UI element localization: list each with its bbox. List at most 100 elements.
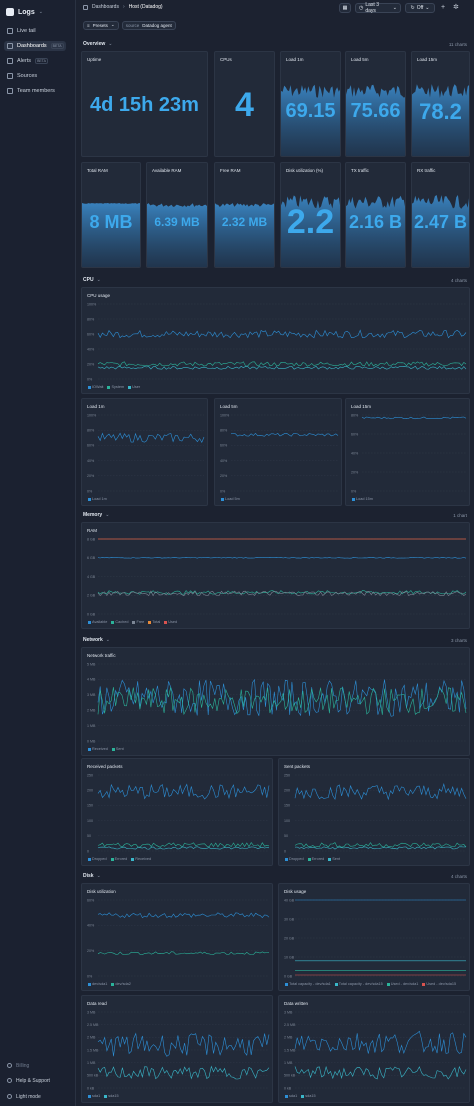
legend-item[interactable]: Dropped bbox=[88, 857, 107, 861]
stat-value: 2.32 MB bbox=[221, 215, 268, 230]
section-memory[interactable]: Memory ⌄ 1 chart bbox=[83, 510, 469, 520]
y-tick-label: 0 bbox=[87, 849, 89, 853]
legend-item[interactable]: User bbox=[128, 385, 140, 389]
time-range-select[interactable]: ◷ Last 3 days ⌄ bbox=[355, 2, 401, 14]
series-line bbox=[97, 687, 467, 716]
legend-item[interactable]: Used bbox=[164, 620, 177, 624]
legend-swatch bbox=[88, 497, 91, 501]
y-tick-label: 500 kB bbox=[87, 1074, 99, 1078]
sidebar-item-sources[interactable]: Sources bbox=[4, 71, 66, 81]
sidebar-item-alerts[interactable]: Alerts BETA bbox=[4, 56, 66, 66]
legend-item[interactable]: Free bbox=[132, 620, 144, 624]
series-line bbox=[97, 846, 270, 850]
stat-panel: Uptime 4d 15h 23m bbox=[81, 51, 208, 157]
section-cpu[interactable]: CPU ⌄ 4 charts bbox=[83, 275, 469, 285]
y-tick-label: 0% bbox=[87, 974, 93, 978]
legend-item[interactable]: Load 1m bbox=[88, 497, 107, 501]
sun-icon bbox=[7, 1094, 12, 1099]
legend-item[interactable]: Load 5m bbox=[221, 497, 240, 501]
series-line bbox=[294, 842, 467, 848]
legend-item[interactable]: Dropped bbox=[285, 857, 304, 861]
light-mode-toggle[interactable]: Light mode bbox=[4, 1092, 41, 1101]
sidebar-item-dashboards[interactable]: Dashboards BETA bbox=[4, 41, 66, 51]
y-tick-label: 0% bbox=[87, 489, 93, 493]
section-disk[interactable]: Disk ⌄ 4 charts bbox=[83, 871, 469, 881]
legend-item[interactable]: Received bbox=[88, 747, 108, 751]
calendar-button[interactable]: ▦ bbox=[339, 3, 351, 13]
y-tick-label: 6 GB bbox=[87, 556, 96, 560]
stat-title: Load 15m bbox=[417, 57, 438, 62]
chart-legend: Load 1m bbox=[88, 497, 107, 501]
line-chart: 100% 80% 60% 40% 20% 0% bbox=[87, 302, 467, 381]
alerts-icon bbox=[7, 58, 13, 64]
legend-swatch bbox=[88, 982, 91, 986]
legend-item[interactable]: Received bbox=[131, 857, 151, 861]
app-switcher[interactable]: Logs ⌄ bbox=[6, 6, 43, 18]
series-line bbox=[97, 912, 270, 919]
legend-label: dev/sda2 bbox=[115, 982, 131, 986]
series-line bbox=[230, 432, 339, 437]
legend-item[interactable]: Load 15m bbox=[352, 497, 373, 501]
stat-title: Uptime bbox=[87, 57, 102, 62]
legend-item[interactable]: Available bbox=[88, 620, 107, 624]
legend-item[interactable]: sda1 bbox=[285, 1094, 297, 1098]
chart-title: Disk usage bbox=[284, 889, 307, 894]
chart-title: Received packets bbox=[87, 764, 123, 769]
legend-item[interactable]: Cached bbox=[111, 620, 128, 624]
legend-label: Sent bbox=[115, 747, 124, 751]
sparkline-area bbox=[147, 203, 207, 267]
sidebar-item-live-tail[interactable]: Live tail bbox=[4, 26, 66, 36]
chart-legend: Load 5m bbox=[221, 497, 240, 501]
legend-label: Total capacity - dev/sda1 bbox=[289, 982, 331, 986]
y-tick-label: 40 GB bbox=[284, 898, 295, 902]
legend-item[interactable]: Errored bbox=[307, 857, 324, 861]
legend-item[interactable]: Used - dev/sda1 bbox=[386, 982, 418, 986]
y-tick-label: 3 MB bbox=[87, 1010, 96, 1014]
sources-icon bbox=[7, 73, 13, 79]
series-line bbox=[294, 1030, 467, 1055]
legend-item[interactable]: Errored bbox=[110, 857, 127, 861]
chart-count: 3 charts bbox=[450, 637, 467, 643]
presets-button[interactable]: ≡ Presets ⌄ bbox=[83, 20, 119, 30]
refresh-select[interactable]: ↻ Off ⌄ bbox=[405, 3, 435, 13]
legend-item[interactable]: dev/sda1 bbox=[88, 982, 107, 986]
legend-item[interactable]: Sent bbox=[111, 747, 124, 751]
sidebar-item-label: Live tail bbox=[17, 28, 36, 34]
stat-panel: Disk utilization (%) 2.2 bbox=[280, 162, 341, 268]
legend-item[interactable]: sda1 bbox=[88, 1094, 100, 1098]
stat-value: 2.2 bbox=[286, 203, 335, 242]
legend-swatch bbox=[88, 620, 91, 624]
legend-swatch bbox=[352, 497, 355, 501]
settings-icon[interactable]: ✲ bbox=[453, 4, 459, 11]
legend-item[interactable]: Total capacity - dev/sda15 bbox=[334, 982, 383, 986]
help-support-link[interactable]: Help & Support bbox=[4, 1076, 50, 1085]
billing-link[interactable]: Billing bbox=[4, 1061, 29, 1070]
breadcrumb-dashboards[interactable]: Dashboards bbox=[92, 4, 119, 10]
legend-item[interactable]: sda15 bbox=[104, 1094, 119, 1098]
legend-swatch bbox=[88, 1094, 91, 1098]
dashboards-icon bbox=[7, 43, 13, 49]
section-overview[interactable]: Overview ⌄ 11 charts bbox=[83, 39, 469, 49]
stat-panel: Load 1m 69.15 bbox=[280, 51, 341, 157]
legend-item[interactable]: dev/sda2 bbox=[111, 982, 131, 986]
legend-label: Available bbox=[92, 620, 108, 624]
legend-item[interactable]: sda15 bbox=[301, 1094, 316, 1098]
sidebar-item-label: Alerts bbox=[17, 58, 32, 64]
stat-value: 4 bbox=[235, 86, 254, 125]
section-network[interactable]: Network ⌄ 3 charts bbox=[83, 635, 469, 645]
calendar-icon: ▦ bbox=[342, 5, 348, 11]
legend-item[interactable]: Total bbox=[148, 620, 160, 624]
legend-item[interactable]: Used - dev/sda15 bbox=[422, 982, 456, 986]
sidebar-item-team-members[interactable]: Team members bbox=[4, 86, 66, 96]
y-tick-label: 3 MB bbox=[284, 1010, 293, 1014]
clock-icon: ◷ bbox=[359, 5, 364, 11]
billing-label: Billing bbox=[16, 1062, 30, 1069]
legend-item[interactable]: IOWait bbox=[88, 385, 103, 389]
add-icon[interactable]: + bbox=[441, 4, 446, 11]
legend-item[interactable]: Sent bbox=[328, 857, 340, 861]
y-tick-label: 0 MB bbox=[87, 739, 96, 743]
source-filter[interactable]: source Datadog agent bbox=[121, 20, 176, 30]
legend-item[interactable]: System bbox=[107, 385, 124, 389]
top-bar: Dashboards › Host (Datadog) ▦ ◷ Last 3 da… bbox=[77, 0, 474, 17]
legend-item[interactable]: Total capacity - dev/sda1 bbox=[285, 982, 331, 986]
